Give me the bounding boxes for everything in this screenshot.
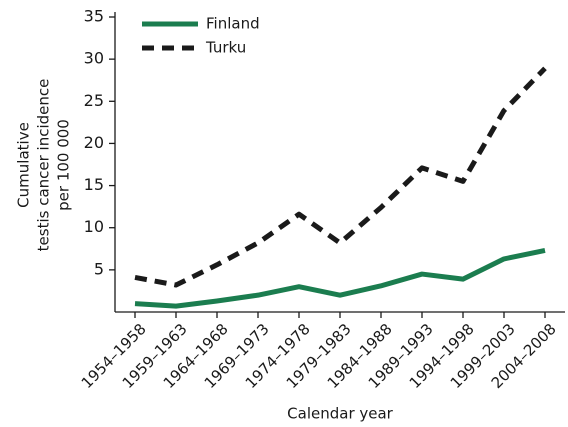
legend-label: Turku xyxy=(205,39,246,57)
y-tick-label: 10 xyxy=(84,217,104,236)
y-axis-label: Cumulative testis cancer incidence per 1… xyxy=(15,79,73,252)
y-tick-label: 30 xyxy=(84,49,104,68)
y-tick-label: 5 xyxy=(94,259,104,278)
legend-label: Finland xyxy=(206,15,260,33)
y-axis-label-line: testis cancer incidence xyxy=(35,79,53,252)
data-line xyxy=(134,66,547,288)
y-axis-label-line: Cumulative xyxy=(15,122,33,208)
y-tick-label: 25 xyxy=(84,91,104,110)
y-tick-label: 20 xyxy=(84,133,104,152)
x-axis-label: Calendar year xyxy=(287,405,394,423)
y-axis-label-line: per 100 000 xyxy=(55,119,73,211)
data-line xyxy=(134,248,546,309)
y-tick-label: 15 xyxy=(84,175,104,194)
y-tick-label: 35 xyxy=(84,7,104,26)
